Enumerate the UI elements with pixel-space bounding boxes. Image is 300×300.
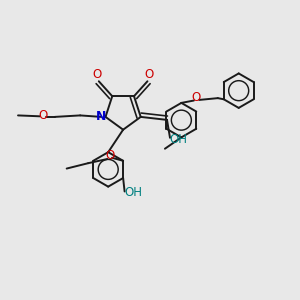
Text: O: O bbox=[192, 91, 201, 104]
Text: O: O bbox=[39, 109, 48, 122]
Text: OH: OH bbox=[169, 133, 188, 146]
Text: O: O bbox=[144, 68, 154, 81]
Text: OH: OH bbox=[124, 187, 142, 200]
Text: N: N bbox=[96, 110, 106, 123]
Text: O: O bbox=[93, 68, 102, 81]
Text: O: O bbox=[105, 149, 114, 162]
